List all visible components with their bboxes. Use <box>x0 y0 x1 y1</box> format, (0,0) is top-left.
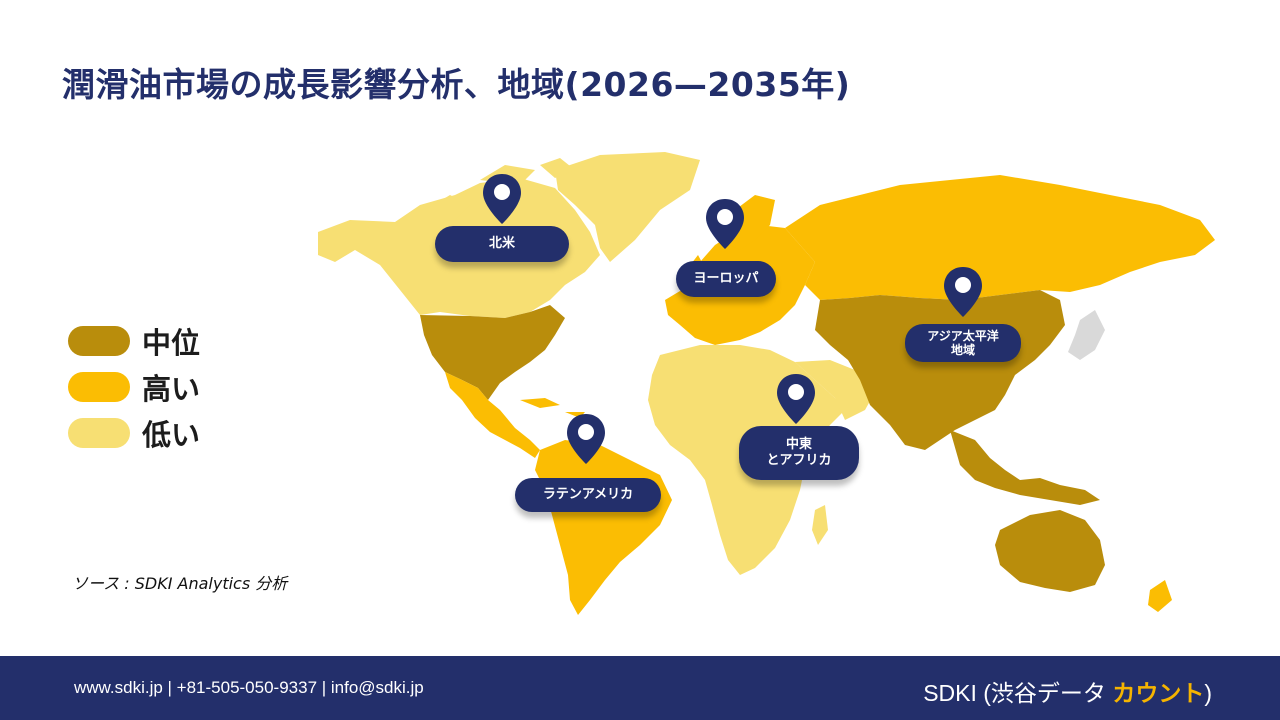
map-pin-icon <box>567 414 605 464</box>
legend-label-medium: 中位 <box>142 326 201 360</box>
madagascar <box>812 505 828 545</box>
greenland <box>555 152 700 262</box>
region-label-north-america: 北米 <box>435 226 569 262</box>
usa <box>420 305 565 400</box>
legend-swatch-medium <box>68 326 130 356</box>
australia <box>995 510 1105 592</box>
map-pin-icon <box>944 267 982 317</box>
region-label-line: ラテンアメリカ <box>542 487 634 502</box>
se-asia <box>950 430 1100 505</box>
legend: 中位 高い 低い <box>68 318 200 456</box>
legend-item-high: 高い <box>68 364 200 410</box>
brand-prefix: SDKI (渋谷データ <box>923 680 1113 706</box>
region-label-line: 北米 <box>488 236 515 251</box>
russia <box>785 175 1215 300</box>
map-pin-icon <box>706 199 744 249</box>
legend-label-low: 低い <box>142 418 201 452</box>
region-label-line: 中東 <box>785 437 812 452</box>
map-pin-icon <box>483 174 521 224</box>
footer-contact: www.sdki.jp | +81-505-050-9337 | info@sd… <box>74 678 424 697</box>
region-label-line: 地域 <box>950 343 975 357</box>
page-title: 潤滑油市場の成長影響分析、地域(2026—2035年) <box>62 65 851 104</box>
region-label-line: とアフリカ <box>766 453 832 468</box>
legend-swatch-high <box>68 372 130 402</box>
footer: www.sdki.jp | +81-505-050-9337 | info@sd… <box>0 656 1280 720</box>
region-label-europe: ヨーロッパ <box>676 261 776 297</box>
arctic-islands <box>425 158 575 220</box>
brand-accent: カウント <box>1112 680 1205 706</box>
new-zealand <box>1148 580 1172 612</box>
mexico-central-america <box>445 372 540 458</box>
brand-suffix: ) <box>1204 680 1212 706</box>
region-label-latin-america: ラテンアメリカ <box>515 478 661 512</box>
region-label-asia-pacific: アジア太平洋 地域 <box>905 324 1021 362</box>
legend-item-low: 低い <box>68 410 200 456</box>
map-pin-icon <box>777 374 815 424</box>
arabia <box>795 360 875 420</box>
south-america <box>535 440 672 615</box>
caribbean <box>520 398 585 418</box>
japan-korea <box>1068 310 1105 360</box>
legend-swatch-low <box>68 418 130 448</box>
legend-label-high: 高い <box>142 372 201 406</box>
region-label-line: アジア太平洋 <box>927 329 999 343</box>
source-note: ソース : SDKI Analytics 分析 <box>72 574 288 593</box>
legend-item-medium: 中位 <box>68 318 200 364</box>
region-label-middle-east-africa: 中東 とアフリカ <box>739 426 859 480</box>
footer-brand: SDKI (渋谷データ カウント) <box>923 674 1212 708</box>
region-label-line: ヨーロッパ <box>693 271 759 286</box>
